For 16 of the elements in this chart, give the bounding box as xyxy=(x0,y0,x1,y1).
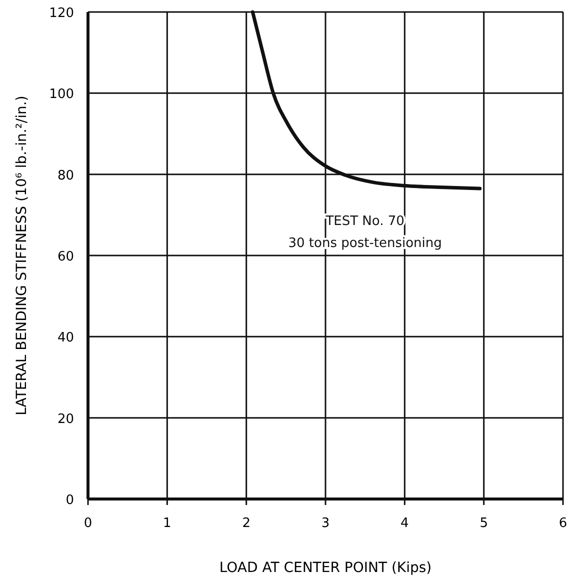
y-tick-label: 100 xyxy=(49,87,74,102)
x-tick-label: 0 xyxy=(84,516,92,531)
x-tick-label: 3 xyxy=(321,516,330,531)
x-tick-label: 1 xyxy=(163,516,172,531)
x-axis-title: LOAD AT CENTER POINT (Kips) xyxy=(219,560,432,576)
y-tick-label: 0 xyxy=(66,493,74,508)
y-tick-label: 80 xyxy=(57,168,74,184)
y-tick-label: 20 xyxy=(57,412,74,427)
y-tick-label: 60 xyxy=(57,250,74,264)
y-axis-title: LATERAL BENDING STIFFNESS (10⁶ lb.-in.²/in.) xyxy=(14,96,30,416)
x-tick-label: 6 xyxy=(558,516,568,531)
x-tick-label: 2 xyxy=(242,516,250,531)
y-tick-label: 40 xyxy=(57,330,74,346)
x-tick-label: 4 xyxy=(400,516,409,531)
y-tick-label: 120 xyxy=(49,6,74,21)
x-tick-label: 5 xyxy=(480,516,488,531)
